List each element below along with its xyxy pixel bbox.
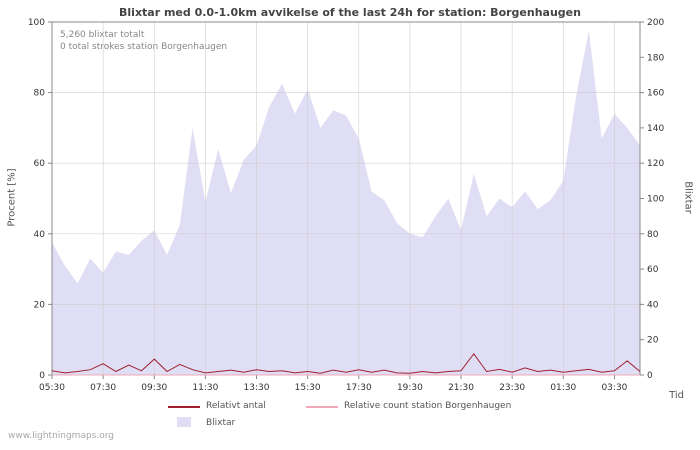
station-strokes-annotation: 0 total strokes station Borgenhaugen — [60, 42, 228, 52]
x-axis-label: Tid — [669, 390, 684, 401]
left-tick-label: 0 — [39, 371, 45, 381]
right-tick-label: 100 — [647, 195, 664, 205]
x-tick-label: 11:30 — [192, 383, 218, 393]
left-tick-label: 60 — [34, 159, 46, 169]
x-tick-label: 17:30 — [346, 383, 372, 393]
line-series — [51, 352, 641, 374]
right-tick-label: 40 — [647, 300, 659, 310]
left-tick-label: 40 — [34, 230, 46, 240]
left-tick-label: 80 — [34, 89, 46, 99]
chart-title: Blixtar med 0.0-1.0km avvikelse of the l… — [119, 6, 581, 19]
legend-relative-label: Relativt antal — [206, 401, 266, 411]
right-tick-label: 20 — [647, 336, 659, 346]
right-tick-label: 60 — [647, 265, 659, 275]
x-tick-label: 09:30 — [141, 383, 167, 393]
x-tick-label: 15:30 — [295, 383, 321, 393]
right-tick-label: 200 — [647, 18, 664, 28]
left-tick-label: 20 — [34, 300, 46, 310]
watermark: www.lightningmaps.org — [8, 431, 114, 441]
x-tick-label: 07:30 — [90, 383, 116, 393]
right-tick-label: 180 — [647, 53, 664, 63]
x-tick-label: 13:30 — [244, 383, 270, 393]
left-tick-label: 100 — [28, 18, 45, 28]
legend-relative-swatch — [168, 406, 200, 408]
legend-station-label: Relative count station Borgenhaugen — [344, 401, 512, 411]
x-tick-label: 21:30 — [448, 383, 474, 393]
x-tick-label: 19:30 — [397, 383, 423, 393]
total-strokes-annotation: 5,260 blixtar totalt — [60, 30, 145, 40]
legend-area-label: Blixtar — [206, 418, 236, 428]
legend-area-swatch — [177, 417, 191, 427]
right-tick-label: 0 — [647, 371, 653, 381]
x-tick-label: 23:30 — [499, 383, 525, 393]
legend-station-swatch — [306, 406, 338, 408]
x-tick-label: 03:30 — [601, 383, 627, 393]
right-tick-label: 120 — [647, 159, 664, 169]
x-tick-label: 01:30 — [550, 383, 576, 393]
right-tick-label: 80 — [647, 230, 659, 240]
right-tick-label: 140 — [647, 124, 664, 134]
area-series — [52, 30, 640, 376]
x-tick-label: 05:30 — [39, 383, 65, 393]
right-tick-label: 160 — [647, 89, 664, 99]
